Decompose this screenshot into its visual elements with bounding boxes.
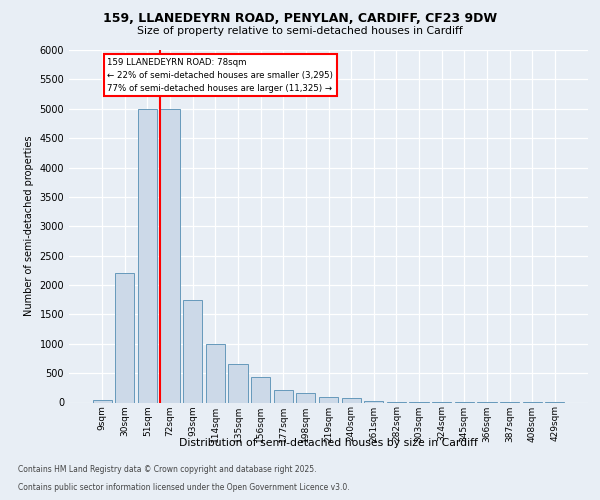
Bar: [92, 400, 112, 402]
Bar: [251, 377, 270, 402]
Bar: [206, 344, 225, 403]
Text: Size of property relative to semi-detached houses in Cardiff: Size of property relative to semi-detach…: [137, 26, 463, 36]
Bar: [364, 400, 383, 402]
Text: 159, LLANEDEYRN ROAD, PENYLAN, CARDIFF, CF23 9DW: 159, LLANEDEYRN ROAD, PENYLAN, CARDIFF, …: [103, 12, 497, 24]
Bar: [341, 398, 361, 402]
Text: Contains HM Land Registry data © Crown copyright and database right 2025.: Contains HM Land Registry data © Crown c…: [18, 465, 317, 474]
Bar: [138, 109, 157, 403]
Bar: [319, 396, 338, 402]
Bar: [296, 393, 316, 402]
Y-axis label: Number of semi-detached properties: Number of semi-detached properties: [24, 136, 34, 316]
Bar: [229, 364, 248, 403]
Text: Distribution of semi-detached houses by size in Cardiff: Distribution of semi-detached houses by …: [179, 438, 478, 448]
Bar: [274, 390, 293, 402]
Bar: [115, 273, 134, 402]
Bar: [160, 109, 180, 403]
Text: 159 LLANEDEYRN ROAD: 78sqm
← 22% of semi-detached houses are smaller (3,295)
77%: 159 LLANEDEYRN ROAD: 78sqm ← 22% of semi…: [107, 58, 333, 93]
Bar: [183, 300, 202, 403]
Text: Contains public sector information licensed under the Open Government Licence v3: Contains public sector information licen…: [18, 484, 350, 492]
